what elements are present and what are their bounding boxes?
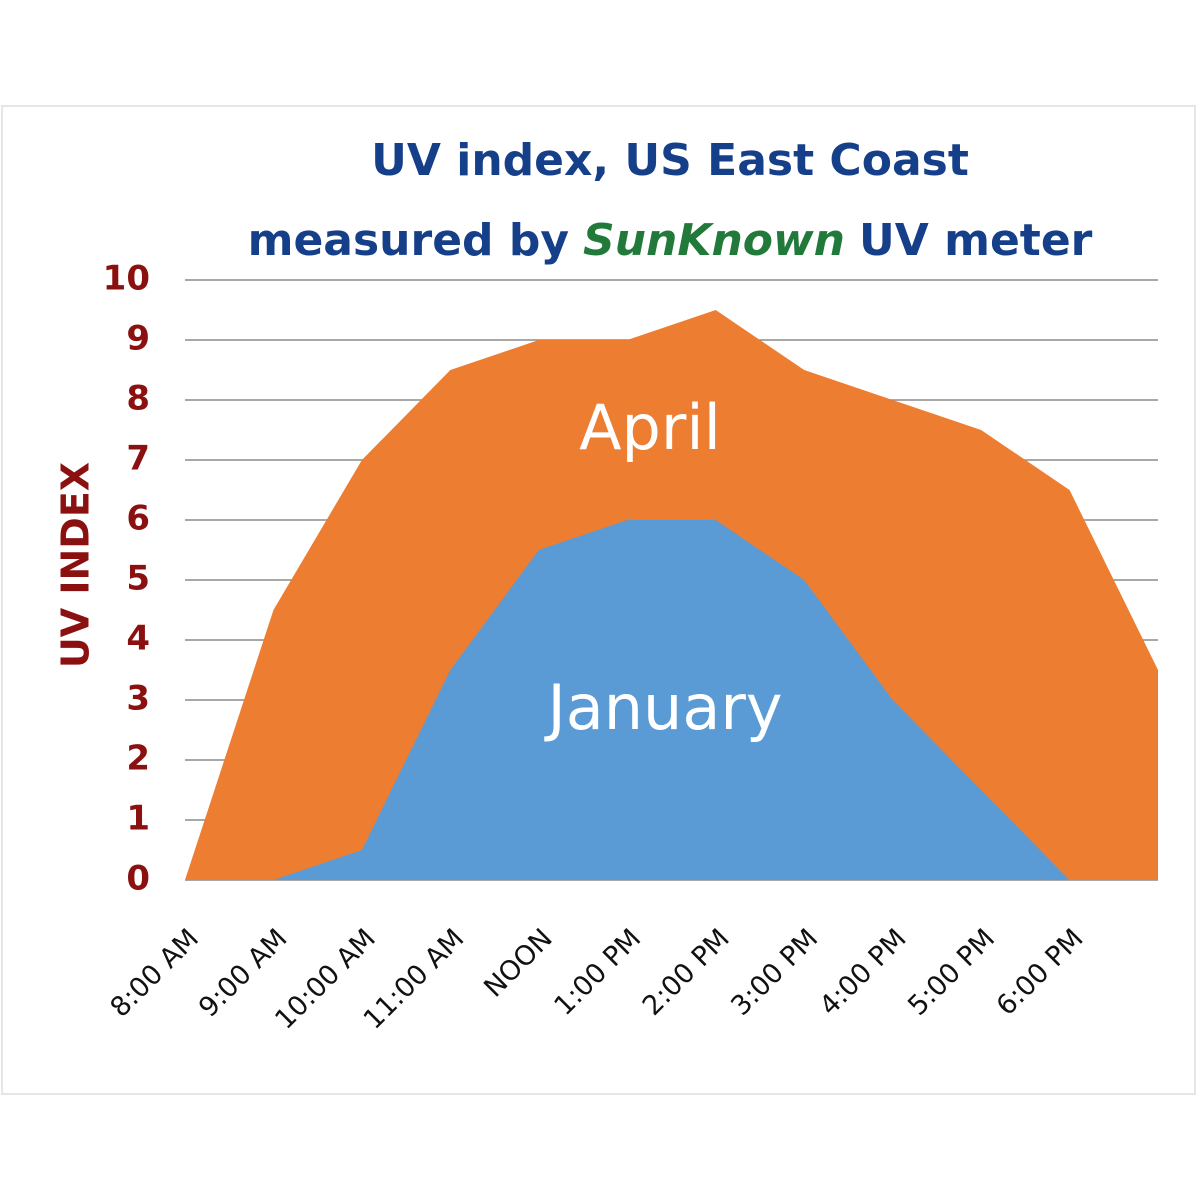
- y-tick-label: 1: [126, 799, 150, 839]
- x-tick-label: 5:00 PM: [902, 923, 1001, 1022]
- y-tick-label: 8: [126, 379, 150, 419]
- brand-name: SunKnown: [583, 215, 845, 266]
- series-label: April: [579, 391, 721, 464]
- x-tick-label: 1:00 PM: [548, 923, 647, 1022]
- y-tick-label: 10: [103, 259, 150, 299]
- y-tick-label: 2: [126, 739, 150, 779]
- x-tick-label: NOON: [478, 923, 559, 1004]
- chart-title: UV index, US East Coast: [371, 135, 969, 186]
- title-part: UV meter: [859, 215, 1093, 266]
- x-tick-label: 6:00 PM: [991, 923, 1090, 1022]
- x-tick-label: 8:00 AM: [105, 923, 205, 1023]
- y-tick-label: 5: [126, 559, 150, 599]
- y-axis-label: UV INDEX: [54, 462, 98, 668]
- series-label: January: [543, 671, 782, 744]
- x-tick-label: 2:00 PM: [637, 923, 736, 1022]
- frame: [1, 105, 1196, 1095]
- x-tick-label: 4:00 PM: [814, 923, 913, 1022]
- y-tick-label: 3: [126, 679, 150, 719]
- chart-title: measured by SunKnown UV meter: [248, 215, 1093, 266]
- title-part: measured by: [248, 215, 569, 266]
- area: [185, 520, 1158, 880]
- y-tick-label: 9: [126, 319, 150, 359]
- y-tick-label: 4: [126, 619, 150, 659]
- y-tick-label: 7: [126, 439, 150, 479]
- y-tick-label: 0: [126, 859, 150, 899]
- x-tick-label: 3:00 PM: [725, 923, 824, 1022]
- y-tick-label: 6: [126, 499, 150, 539]
